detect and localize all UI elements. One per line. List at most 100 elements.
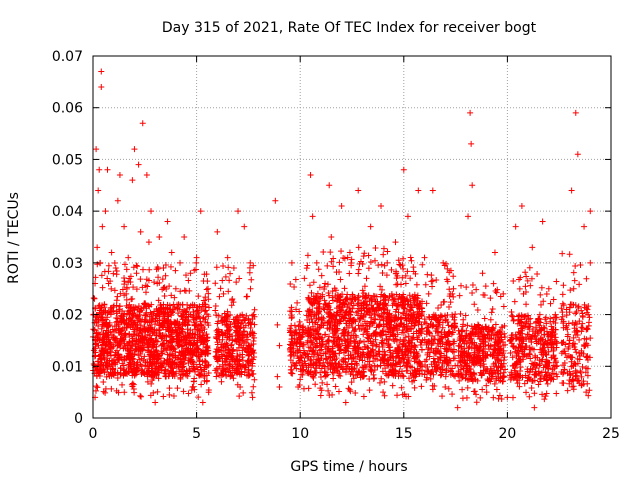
data-point xyxy=(402,315,409,322)
data-point xyxy=(328,234,335,240)
data-point xyxy=(167,358,174,365)
data-point xyxy=(542,338,549,345)
data-point xyxy=(99,348,106,355)
data-point xyxy=(421,371,428,378)
data-point xyxy=(570,383,577,390)
data-point xyxy=(342,328,349,335)
data-point xyxy=(247,320,254,327)
data-point xyxy=(250,262,257,269)
data-point xyxy=(378,313,385,320)
data-point xyxy=(518,202,525,209)
data-point xyxy=(321,286,328,293)
data-point xyxy=(334,368,341,375)
data-point xyxy=(294,299,301,306)
x-axis-label: GPS time / hours xyxy=(290,459,407,475)
data-point xyxy=(237,383,244,390)
data-point xyxy=(494,370,501,377)
data-point xyxy=(116,171,123,178)
data-point xyxy=(229,364,236,371)
data-point xyxy=(142,362,149,369)
data-point xyxy=(94,244,101,251)
data-point xyxy=(205,296,212,303)
data-point xyxy=(497,363,504,370)
data-point xyxy=(401,337,408,344)
data-point xyxy=(155,327,162,334)
data-point xyxy=(131,331,138,338)
data-point xyxy=(216,363,223,370)
data-point xyxy=(443,316,450,323)
data-point xyxy=(578,307,585,314)
data-point xyxy=(536,322,543,329)
data-point xyxy=(427,370,434,377)
data-point xyxy=(419,337,426,344)
data-point xyxy=(329,294,336,301)
data-point xyxy=(133,262,140,269)
data-point xyxy=(332,293,339,300)
data-point xyxy=(199,315,206,322)
data-point xyxy=(471,342,478,349)
data-point xyxy=(174,385,181,392)
data-point xyxy=(150,316,157,323)
data-point xyxy=(449,329,456,336)
data-point xyxy=(523,389,530,396)
data-point xyxy=(537,291,544,298)
data-point xyxy=(392,308,399,315)
data-point xyxy=(354,301,361,308)
data-point xyxy=(163,333,170,340)
data-point xyxy=(416,360,423,367)
data-point xyxy=(402,280,409,287)
data-point xyxy=(179,368,186,375)
data-point xyxy=(233,353,240,360)
data-point xyxy=(166,324,173,331)
data-point xyxy=(329,391,336,398)
data-point xyxy=(118,327,125,334)
data-point xyxy=(467,372,474,379)
data-point xyxy=(111,337,118,344)
data-point xyxy=(179,301,186,308)
data-point xyxy=(473,399,480,406)
data-point xyxy=(230,355,237,361)
data-point xyxy=(486,335,493,342)
data-point xyxy=(531,362,538,369)
data-point xyxy=(180,356,187,363)
data-point xyxy=(107,340,114,347)
data-point xyxy=(137,335,144,342)
data-point xyxy=(379,332,386,339)
data-point xyxy=(469,282,476,289)
data-point xyxy=(91,295,98,302)
data-point xyxy=(586,387,593,394)
data-point xyxy=(543,390,550,397)
data-point xyxy=(93,146,100,153)
data-point xyxy=(321,297,328,304)
data-point xyxy=(551,365,558,372)
data-point xyxy=(346,386,353,393)
data-point xyxy=(527,365,534,372)
data-point xyxy=(191,340,198,347)
data-point xyxy=(559,370,566,377)
data-point xyxy=(128,342,135,349)
data-point xyxy=(177,259,184,266)
data-point xyxy=(380,317,387,324)
x-axis-ticks: 0 5 10 15 20 25 xyxy=(89,56,620,442)
data-point xyxy=(509,343,516,350)
data-point xyxy=(310,360,317,367)
data-point xyxy=(112,370,119,377)
data-point xyxy=(133,270,140,277)
data-point xyxy=(200,277,207,284)
data-point xyxy=(354,294,361,301)
data-point xyxy=(306,329,313,336)
data-point xyxy=(296,308,303,315)
data-point xyxy=(361,364,368,371)
data-point xyxy=(537,337,544,344)
data-point xyxy=(447,357,454,364)
data-point xyxy=(421,319,428,326)
data-point xyxy=(493,375,500,382)
data-point xyxy=(577,368,584,375)
data-point xyxy=(141,369,148,376)
data-point xyxy=(177,372,184,379)
data-point xyxy=(407,314,414,321)
data-point xyxy=(584,306,591,313)
data-point xyxy=(150,338,157,345)
data-point xyxy=(287,345,294,352)
data-point xyxy=(455,371,462,378)
